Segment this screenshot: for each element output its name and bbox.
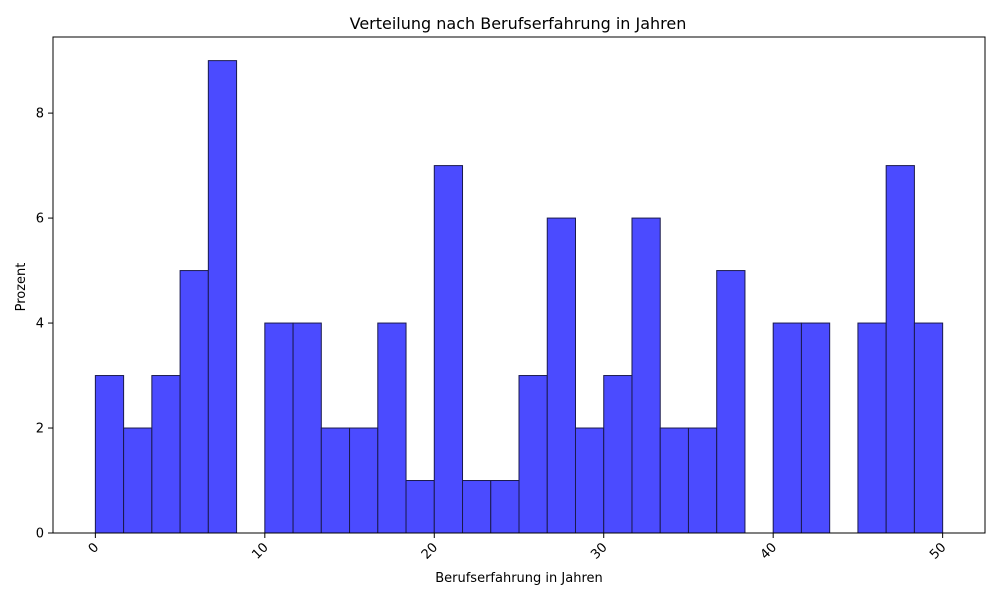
bars-group [94,60,944,534]
x-tick-label: 0 [86,540,102,556]
histogram-bar [320,427,351,534]
y-axis-label: Prozent [14,263,29,312]
y-axis-ticks: 0 2 4 6 8 [36,107,53,542]
y-tick-label: 6 [36,212,44,227]
histogram-bar [716,270,746,534]
histogram-bar [490,480,520,534]
histogram-bar [772,322,802,534]
histogram-bar [377,322,407,534]
histogram-bar [151,375,181,534]
y-tick-label: 8 [36,107,44,122]
histogram-bar [123,427,153,534]
x-tick-label: 40 [758,540,780,562]
y-tick-label: 4 [36,317,44,332]
histogram-bar [574,427,605,534]
histogram-bar [433,165,464,534]
histogram-bar [800,322,831,534]
chart-title: Verteilung nach Berufserfahrung in Jahre… [350,14,687,33]
x-tick-label: 30 [588,540,610,562]
histogram-bar [518,375,548,534]
histogram-bar [546,217,576,534]
histogram-bar [913,322,944,534]
plot-area-frame [52,36,986,534]
x-tick-label: 10 [249,540,271,562]
histogram-bar [207,60,238,534]
histogram-bar [885,165,915,534]
x-axis-ticks: 0 10 20 30 40 50 [86,533,949,563]
x-tick-label: 50 [927,540,949,562]
histogram-bar [179,270,209,534]
x-tick-label: 20 [419,540,441,562]
histogram-bar [292,322,322,534]
y-tick-label: 2 [36,422,44,437]
histogram-bar [603,375,633,534]
histogram-bar [264,322,294,534]
histogram-bar [405,480,435,534]
histogram-bar [462,480,492,534]
histogram-bar [94,375,125,534]
histogram-bar [631,217,661,534]
histogram-bar [349,427,379,534]
x-axis-label: Berufserfahrung in Jahren [435,571,603,586]
y-tick-label: 0 [36,527,44,542]
histogram-bar [687,427,718,534]
histogram-bar [857,322,887,534]
histogram-bar [659,427,689,534]
